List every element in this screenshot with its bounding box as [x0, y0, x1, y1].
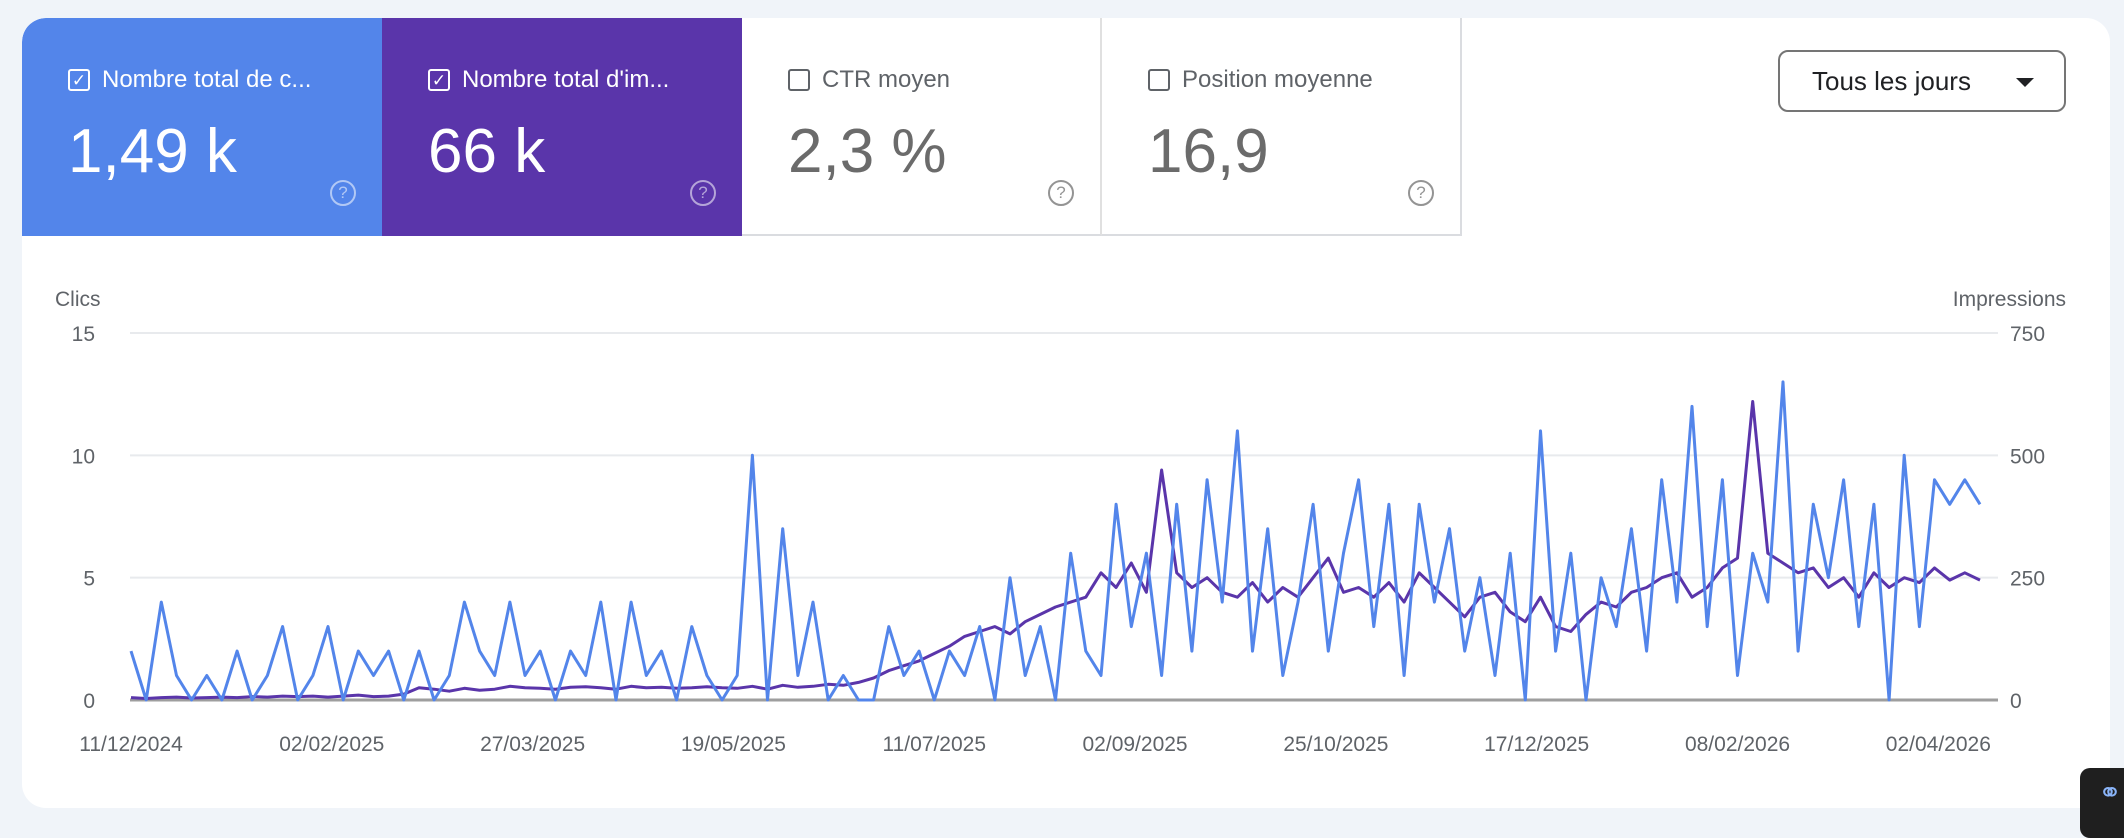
- metric-tile-impressions[interactable]: ✓ Nombre total d'im... 66 k ?: [382, 18, 742, 236]
- x-tick: 08/02/2026: [1685, 733, 1790, 756]
- metric-label-row: ✓ Nombre total d'im...: [428, 66, 669, 94]
- metric-label: Nombre total d'im...: [462, 66, 670, 93]
- checkbox-checked-icon[interactable]: ✓: [68, 69, 90, 91]
- help-circle-icon[interactable]: ?: [330, 180, 356, 206]
- date-filter-value: Tous les jours: [1812, 65, 1971, 96]
- x-tick: 11/12/2024: [79, 733, 183, 756]
- checkbox-checked-icon[interactable]: ✓: [428, 69, 450, 91]
- metric-tile-position[interactable]: Position moyenne 16,9 ?: [1102, 18, 1462, 236]
- metric-value: 16,9: [1148, 117, 1269, 186]
- metric-label: Nombre total de c...: [102, 66, 312, 93]
- x-tick: 19/05/2025: [681, 733, 786, 756]
- y-tick-right: 750: [2010, 323, 2045, 346]
- y-tick-right: 500: [2010, 445, 2045, 468]
- metric-label-row: Position moyenne: [1148, 66, 1373, 94]
- metric-label: Position moyenne: [1182, 66, 1373, 93]
- metric-tile-ctr[interactable]: CTR moyen 2,3 % ?: [742, 18, 1102, 236]
- performance-card: ✓ Nombre total de c... 1,49 k ? ✓ Nombre…: [22, 18, 2110, 808]
- x-tick: 02/04/2026: [1886, 733, 1991, 756]
- help-circle-icon[interactable]: ?: [1408, 180, 1434, 206]
- y-tick-right: 0: [2010, 690, 2022, 713]
- help-circle-icon[interactable]: ?: [1048, 180, 1074, 206]
- checkbox-empty-icon[interactable]: [1148, 69, 1170, 91]
- series-line-clics: [129, 380, 1982, 702]
- x-tick: 25/10/2025: [1283, 733, 1388, 756]
- x-tick: 11/07/2025: [882, 733, 986, 756]
- caret-down-icon: [2016, 78, 2034, 87]
- y-tick-left: 10: [72, 445, 95, 468]
- x-tick: 27/03/2025: [480, 733, 585, 756]
- metric-label-row: ✓ Nombre total de c...: [68, 66, 311, 94]
- help-circle-icon[interactable]: ?: [690, 180, 716, 206]
- x-tick: 02/02/2025: [279, 733, 384, 756]
- metric-label-row: CTR moyen: [788, 66, 950, 94]
- metric-label: CTR moyen: [822, 66, 951, 93]
- checkbox-empty-icon[interactable]: [788, 69, 810, 91]
- date-filter-dropdown[interactable]: Tous les jours: [1778, 50, 2066, 112]
- metric-value: 66 k: [428, 117, 546, 186]
- y-axis-right-title: Impressions: [1953, 288, 2066, 311]
- y-tick-left: 5: [83, 568, 95, 591]
- x-tick: 17/12/2025: [1484, 733, 1589, 756]
- x-tick: 02/09/2025: [1083, 733, 1188, 756]
- metric-value: 2,3 %: [788, 117, 947, 186]
- y-tick-left: 15: [72, 323, 95, 346]
- y-tick-left: 0: [83, 690, 95, 713]
- link-icon[interactable]: ⚭: [2080, 768, 2124, 838]
- metric-value: 1,49 k: [68, 117, 237, 186]
- y-axis-left-title: Clics: [55, 288, 101, 311]
- y-tick-right: 250: [2010, 568, 2045, 591]
- metric-tile-clicks[interactable]: ✓ Nombre total de c... 1,49 k ?: [22, 18, 382, 236]
